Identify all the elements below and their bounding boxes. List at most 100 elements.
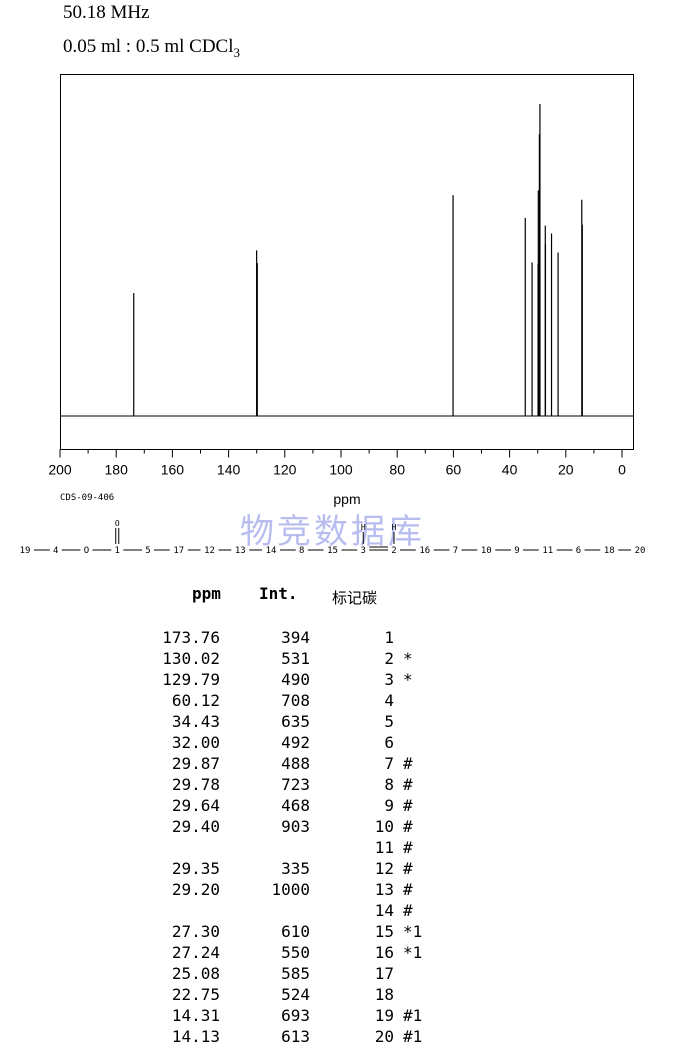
- tick-label-160: 160: [161, 462, 185, 478]
- cell-mark: #: [403, 775, 413, 794]
- structure-diagram: 19 4 O 1 5 17 12 13 14 8 15 3 2 16 7 10 9 11 6 18 20O H H: [20, 519, 646, 556]
- atom-12: 2: [391, 546, 396, 556]
- atom-6: 12: [204, 546, 215, 556]
- table-row: 173.76 394 1: [162, 628, 470, 649]
- cell-intensity: 1000: [271, 880, 310, 899]
- tick-label-0: 0: [618, 462, 626, 478]
- header-carbon: 标记碳: [332, 589, 378, 607]
- cell-carbon: 10: [374, 817, 394, 836]
- table-row: 29.35 335 12 #: [170, 859, 470, 880]
- peaks-group: [133, 104, 583, 416]
- solvent-label: 0.05 ml : 0.5 ml CDCl3: [63, 36, 240, 61]
- cell-mark: *: [403, 670, 413, 689]
- table-row: 32.00 492 6: [170, 733, 470, 754]
- cell-mark: #: [403, 796, 413, 815]
- atom-5: 17: [173, 546, 184, 556]
- carbonyl-oxygen: O: [115, 519, 120, 528]
- table-row: 14.13 613 20 #1: [170, 1027, 470, 1048]
- cell-ppm: 22.75: [171, 985, 220, 1004]
- atom-16: 9: [514, 546, 519, 556]
- cell-carbon: 1: [384, 628, 394, 647]
- tick-label-200: 200: [48, 462, 72, 478]
- cell-intensity: 488: [281, 754, 310, 773]
- table-row: 27.30 610 15 *1: [170, 922, 470, 943]
- cell-carbon: 19: [374, 1006, 394, 1025]
- cell-carbon: 13: [374, 880, 394, 899]
- tick-label-80: 80: [389, 462, 405, 478]
- cell-carbon: 6: [384, 733, 394, 752]
- cell-intensity: 635: [281, 712, 310, 731]
- table-row: 60.12 708 4: [170, 691, 470, 712]
- atom-4: 5: [145, 546, 150, 556]
- atom-13: 16: [419, 546, 430, 556]
- cell-intensity: 468: [281, 796, 310, 815]
- cell-intensity: 531: [281, 649, 310, 668]
- cell-mark: #: [403, 859, 413, 878]
- watermark: 物竞数据库: [240, 512, 425, 552]
- spectrometer-frequency: 50.18 MHz: [63, 2, 150, 23]
- cell-mark: #1: [403, 1027, 423, 1046]
- cell-ppm: 34.43: [171, 712, 220, 731]
- atom-10: 15: [327, 546, 338, 556]
- header-intensity: Int.: [259, 584, 298, 603]
- cell-carbon: 17: [374, 964, 394, 983]
- cell-mark: #: [403, 901, 413, 920]
- table-row: 130.02 531 2 *: [162, 649, 470, 670]
- table-row: 29.87 488 7 #: [170, 754, 470, 775]
- atom-17: 11: [542, 546, 553, 556]
- cell-ppm: 29.35: [171, 859, 220, 878]
- cell-ppm: 29.78: [171, 775, 220, 794]
- x-axis-ticks: 200 180 160 140 120 100 80 60 40 20 0: [48, 449, 626, 478]
- cell-intensity: 693: [281, 1006, 310, 1025]
- atom-15: 10: [481, 546, 492, 556]
- atom-20: 20: [635, 546, 646, 556]
- atom-8: 14: [266, 546, 277, 556]
- tick-label-40: 40: [502, 462, 518, 478]
- cell-intensity: 550: [281, 943, 310, 962]
- nmr-spectrum-chart: 200 180 160 140 120 100 80 60 40 20 0 ppm: [48, 74, 634, 507]
- cell-carbon: 4: [384, 691, 394, 710]
- cell-carbon: 12: [374, 859, 394, 878]
- atom-3: 1: [115, 546, 120, 556]
- table-row: 25.08 585 17: [170, 964, 470, 985]
- cell-carbon: 8: [384, 775, 394, 794]
- cell-intensity: 335: [281, 859, 310, 878]
- cell-intensity: 723: [281, 775, 310, 794]
- compound-code: CDS-09-406: [60, 493, 115, 503]
- carbon-chain: 19 4 O 1 5 17 12 13 14 8 15 3 2 16 7 10 9 11 6 18 20O H H: [20, 519, 646, 556]
- cell-intensity: 394: [281, 628, 310, 647]
- cell-mark: #1: [403, 1006, 423, 1025]
- table-row: 29.20 1000 13 #: [170, 880, 470, 901]
- cell-ppm: 14.31: [171, 1006, 220, 1025]
- atom-2: O: [84, 546, 89, 556]
- solvent-text: 0.05 ml : 0.5 ml CDCl: [63, 36, 234, 57]
- cell-carbon: 9: [384, 796, 394, 815]
- cell-carbon: 5: [384, 712, 394, 731]
- cell-carbon: 11: [374, 838, 394, 857]
- table-row: 29.40 903 10 #: [170, 817, 470, 838]
- h-label-c2: H: [392, 523, 397, 532]
- cell-mark: *1: [403, 922, 423, 941]
- cell-intensity: 903: [281, 817, 310, 836]
- cell-mark: #: [403, 817, 413, 836]
- cell-carbon: 3: [384, 670, 394, 689]
- cell-intensity: 613: [281, 1027, 310, 1046]
- cell-mark: *1: [403, 943, 423, 962]
- cell-mark: #: [403, 880, 413, 899]
- table-row: 27.24 550 16 *1: [170, 943, 470, 964]
- cell-carbon: 14: [374, 901, 394, 920]
- cell-ppm: 130.02: [162, 649, 220, 668]
- cell-carbon: 2: [384, 649, 394, 668]
- cell-ppm: 29.64: [171, 796, 220, 815]
- atom-9: 8: [299, 546, 304, 556]
- tick-label-140: 140: [217, 462, 241, 478]
- cell-ppm: 29.40: [171, 817, 220, 836]
- cell-ppm: 25.08: [171, 964, 220, 983]
- cell-intensity: 610: [281, 922, 310, 941]
- table-row: 14 #: [170, 901, 470, 922]
- cell-intensity: 524: [281, 985, 310, 1004]
- atom-19: 18: [604, 546, 615, 556]
- x-axis-label: ppm: [333, 491, 360, 507]
- cell-intensity: 708: [281, 691, 310, 710]
- table-row: 11 #: [170, 838, 470, 859]
